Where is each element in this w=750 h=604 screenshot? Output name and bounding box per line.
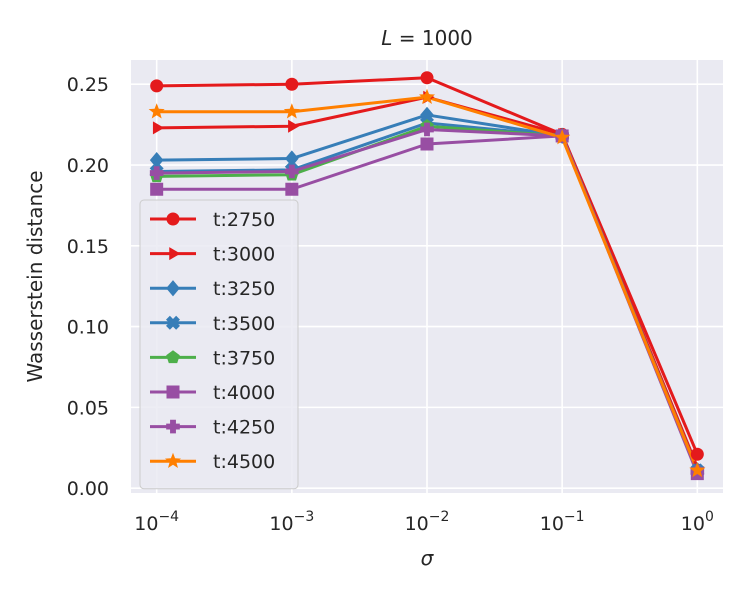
series-3-point [285,150,299,167]
series-markers [148,71,706,481]
legend-label: t:3250 [213,278,275,300]
series-1-point [285,77,299,91]
series-6-point [285,182,299,196]
legend-label: t:3750 [213,347,275,369]
legend-marker [166,385,180,399]
y-tick-label: 0.15 [67,236,109,258]
series-3-point [149,152,164,169]
series-8-point [689,461,706,478]
legend-marker [166,419,180,434]
x-tick-label: 10−4 [134,509,179,535]
series-7-point [149,166,164,180]
legend-label: t:4250 [213,417,275,439]
legend-marker [164,452,182,469]
y-tick-label: 0.20 [67,155,109,177]
series-1-point [150,79,164,93]
series-6-point [420,137,434,151]
tick-labels: 0.00 0.05 0.10 0.15 0.20 0.25 10−4 10−3 10−2 10−1… [67,74,714,535]
legend-label: t:2750 [213,209,275,231]
series-1-point [420,71,434,85]
legend-label: t:4000 [213,382,275,404]
series-8-point [283,103,300,119]
series-7-point [420,122,434,137]
legend-marker [166,350,180,364]
legend-marker [169,247,181,261]
x-tick-label: 100 [681,509,714,535]
series-2-point [288,119,300,133]
y-tick-label: 0.10 [67,317,109,339]
legend-marker [166,280,180,297]
x-axis-label: σ [421,546,435,570]
legend-label: t:3500 [213,313,275,335]
series-1-point [690,447,704,461]
x-tick-label: 10−3 [269,509,314,535]
legend-marker [166,315,180,330]
series-2-point [152,121,165,135]
chart-title: L = 1000 [381,26,473,50]
legend: t:2750 t:3000 t:3250 t:3500 t:3750 t:4000 t:42… [139,199,299,490]
y-axis-label: Wasserstein distance [23,170,47,382]
y-tick-label: 0.25 [67,74,109,96]
series-7-point [285,164,299,179]
series-6-point [150,182,164,196]
series-8-point [148,103,165,119]
series-8-point [418,88,436,104]
legend-box [139,199,299,490]
y-tick-label: 0.05 [67,397,109,419]
series-3-point [420,106,434,124]
legend-marker [166,212,180,226]
x-tick-label: 10−2 [405,509,450,535]
legend-label: t:4500 [213,451,275,473]
x-tick-label: 10−1 [540,509,585,535]
y-tick-label: 0.00 [67,478,109,500]
legend-label: t:3000 [213,244,275,266]
series-8-point [554,129,571,145]
